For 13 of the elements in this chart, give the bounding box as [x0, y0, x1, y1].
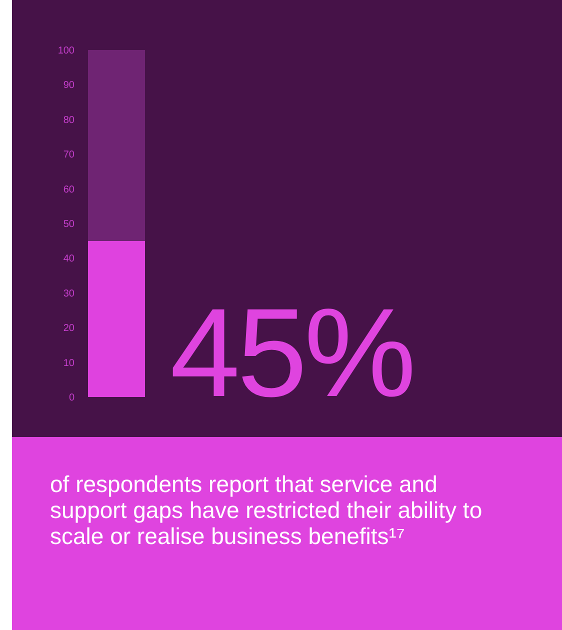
y-tick-label: 100	[58, 46, 75, 56]
y-tick-label: 30	[63, 288, 75, 300]
y-tick-label: 0	[68, 392, 75, 404]
y-tick-label: 60	[63, 184, 75, 196]
y-tick-label: 20	[63, 323, 75, 334]
y-tick-label: 80	[63, 114, 75, 126]
annotation: 45%	[170, 282, 414, 423]
y-tick-label: 90	[63, 80, 75, 92]
text: of respondents report that service and support gaps have restricted their ability to scale or realise business benefits¹⁷	[50, 471, 484, 549]
y-tick-label: 10	[63, 358, 75, 369]
y-tick-label: 40	[63, 254, 75, 265]
y-tick-label: 50	[63, 219, 75, 230]
y-tick-label: 70	[63, 150, 75, 161]
